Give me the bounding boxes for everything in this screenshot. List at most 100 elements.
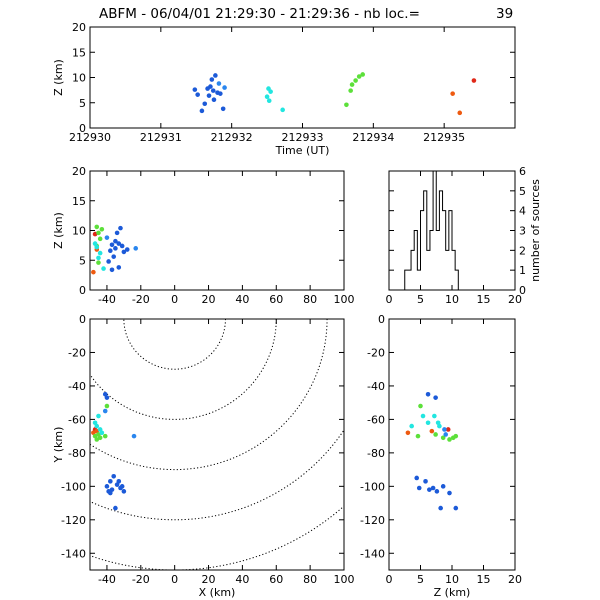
data-point bbox=[124, 247, 130, 252]
panel-time_z: 212930 212931 212932 212933 212934 212935 0 5 10… bbox=[52, 21, 516, 157]
data-point bbox=[97, 236, 103, 242]
data-point bbox=[101, 266, 106, 271]
data-point bbox=[108, 248, 113, 254]
y-tick-label: 3 bbox=[519, 225, 526, 238]
data-point bbox=[438, 505, 443, 511]
x-tick-label: 5 bbox=[417, 293, 424, 306]
data-point bbox=[353, 78, 358, 83]
data-point bbox=[108, 479, 113, 484]
data-point bbox=[218, 91, 223, 96]
y-tick-label: 5 bbox=[519, 185, 526, 198]
data-point bbox=[427, 487, 432, 492]
y-tick-label: 1 bbox=[519, 264, 526, 277]
panel-x_y: -40 -20 0 20 40 60 80 100 -140 -120 -100 -80 -60 -40 -… bbox=[52, 313, 355, 599]
y-tick-label: 0 bbox=[79, 122, 86, 135]
data-point bbox=[216, 81, 222, 86]
x-axis-label: Z (km) bbox=[434, 586, 471, 599]
data-point bbox=[450, 435, 456, 441]
x-tick-label: 20 bbox=[202, 573, 216, 586]
y-axis-label: Y (km) bbox=[52, 427, 65, 464]
data-point bbox=[96, 260, 101, 265]
y-tick-label: -100 bbox=[61, 480, 86, 493]
panel-x_z: -40 -20 0 20 40 60 80 100 0 5 10 15 20 Z (km) bbox=[52, 165, 355, 306]
data-point bbox=[195, 92, 200, 97]
data-point bbox=[425, 392, 431, 397]
data-point bbox=[344, 102, 349, 108]
source-count: 39 bbox=[496, 6, 513, 22]
data-point bbox=[97, 250, 103, 256]
data-point bbox=[360, 72, 366, 77]
data-point bbox=[133, 246, 139, 251]
x-tick-label: 212934 bbox=[352, 131, 394, 144]
y-tick-label: -120 bbox=[61, 514, 86, 527]
plot-area bbox=[192, 72, 477, 116]
data-point bbox=[116, 479, 122, 484]
data-point bbox=[437, 423, 442, 429]
data-point bbox=[440, 484, 446, 489]
y-tick-label: 6 bbox=[519, 165, 526, 178]
x-tick-label: 0 bbox=[386, 293, 393, 306]
data-point bbox=[445, 427, 451, 432]
x-tick-label: 212933 bbox=[282, 131, 324, 144]
data-point bbox=[349, 82, 355, 87]
data-point bbox=[443, 432, 449, 437]
x-tick-label: 212932 bbox=[211, 131, 253, 144]
y-axis-label: Z (km) bbox=[52, 212, 65, 249]
x-tick-label: 15 bbox=[477, 573, 491, 586]
data-point bbox=[118, 225, 123, 231]
data-point bbox=[432, 413, 437, 419]
data-point bbox=[206, 93, 212, 98]
data-point bbox=[210, 88, 216, 93]
x-tick-label: 5 bbox=[417, 573, 424, 586]
x-tick-label: -40 bbox=[98, 573, 116, 586]
data-point bbox=[111, 254, 117, 259]
x-tick-label: 60 bbox=[269, 293, 283, 306]
data-point bbox=[453, 505, 459, 511]
panel-z_y: 0 5 10 15 20 -140 -120 -100 -80 -60 -40 -20 0 Z (km) bbox=[360, 313, 522, 599]
data-point bbox=[104, 484, 110, 489]
data-point bbox=[280, 107, 285, 113]
data-point bbox=[121, 489, 127, 494]
x-tick-label: 15 bbox=[477, 293, 491, 306]
data-point bbox=[264, 94, 270, 99]
data-point bbox=[106, 489, 111, 494]
data-point bbox=[442, 427, 447, 432]
data-point bbox=[266, 98, 272, 104]
data-point bbox=[104, 395, 110, 400]
data-point bbox=[111, 473, 117, 479]
range-ring bbox=[123, 319, 226, 370]
data-point bbox=[447, 437, 452, 442]
data-point bbox=[447, 490, 452, 496]
data-point bbox=[199, 108, 205, 114]
plot-frame bbox=[89, 318, 345, 571]
data-point bbox=[106, 259, 111, 264]
y-tick-label: -80 bbox=[68, 447, 86, 460]
data-point bbox=[119, 484, 125, 489]
data-point bbox=[423, 479, 428, 484]
data-point bbox=[116, 265, 122, 270]
data-point bbox=[109, 242, 115, 248]
y-tick-label: -120 bbox=[360, 514, 385, 527]
data-point bbox=[416, 485, 422, 491]
x-tick-label: 212930 bbox=[69, 131, 111, 144]
x-tick-label: 80 bbox=[303, 293, 317, 306]
x-tick-label: 20 bbox=[202, 293, 216, 306]
data-point bbox=[205, 86, 210, 91]
data-point bbox=[96, 413, 101, 419]
data-point bbox=[433, 432, 438, 437]
histogram-outline bbox=[404, 171, 459, 290]
data-point bbox=[414, 475, 420, 481]
x-tick-label: 10 bbox=[445, 573, 459, 586]
data-point bbox=[192, 87, 198, 92]
data-point bbox=[94, 423, 100, 429]
x-tick-label: 10 bbox=[445, 293, 459, 306]
data-point bbox=[440, 435, 446, 441]
data-point bbox=[131, 433, 137, 439]
y-tick-label: 10 bbox=[72, 72, 86, 85]
data-point bbox=[213, 73, 218, 78]
data-point bbox=[91, 269, 96, 275]
data-point bbox=[116, 241, 122, 246]
y-tick-label: 10 bbox=[72, 225, 86, 238]
data-point bbox=[429, 428, 435, 434]
